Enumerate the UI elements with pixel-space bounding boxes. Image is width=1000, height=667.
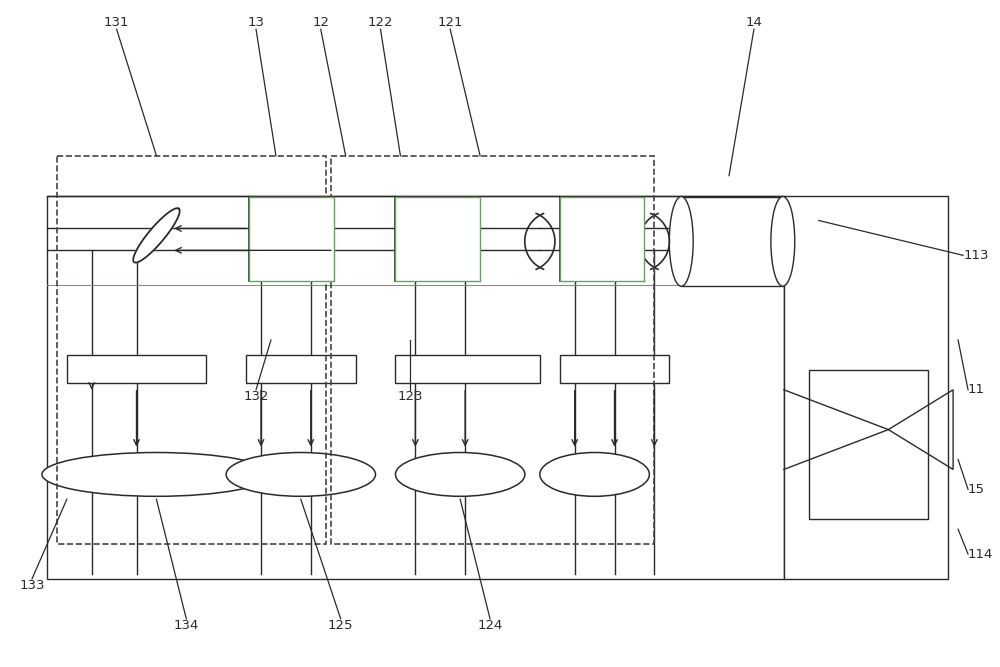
Bar [784, 195, 948, 579]
Bar [249, 197, 334, 281]
Ellipse shape [771, 197, 795, 286]
Text: 121: 121 [437, 16, 463, 29]
Bar [395, 355, 540, 383]
Text: 11: 11 [968, 384, 985, 396]
Ellipse shape [226, 452, 376, 496]
Bar [560, 355, 669, 383]
Ellipse shape [395, 452, 525, 496]
Bar [395, 197, 480, 281]
Bar [681, 197, 783, 286]
Bar [331, 155, 654, 544]
Text: 114: 114 [968, 548, 993, 560]
Text: 113: 113 [963, 249, 989, 262]
Bar [395, 197, 480, 281]
Bar [249, 197, 334, 281]
Ellipse shape [669, 197, 693, 286]
Ellipse shape [42, 452, 271, 496]
Text: 15: 15 [968, 483, 985, 496]
Bar [47, 195, 784, 579]
Bar [560, 197, 644, 281]
Text: 134: 134 [174, 619, 199, 632]
Text: 123: 123 [398, 390, 423, 403]
Bar [809, 370, 928, 519]
Text: 122: 122 [368, 16, 393, 29]
Bar [246, 355, 356, 383]
Ellipse shape [540, 452, 649, 496]
Text: 125: 125 [328, 619, 353, 632]
Bar [67, 355, 206, 383]
Text: 131: 131 [104, 16, 129, 29]
Text: 133: 133 [19, 579, 45, 592]
Text: 14: 14 [746, 16, 762, 29]
Text: 12: 12 [312, 16, 329, 29]
Bar [560, 197, 644, 281]
Polygon shape [133, 208, 180, 263]
Text: 13: 13 [248, 16, 265, 29]
Bar [57, 155, 326, 544]
Text: 124: 124 [477, 619, 503, 632]
Text: 132: 132 [243, 390, 269, 403]
